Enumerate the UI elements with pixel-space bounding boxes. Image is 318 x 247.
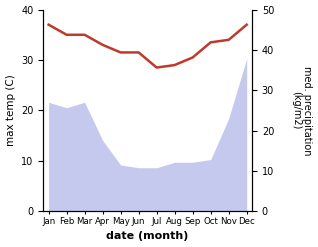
Y-axis label: med. precipitation
(kg/m2): med. precipitation (kg/m2) (291, 66, 313, 155)
X-axis label: date (month): date (month) (107, 231, 189, 242)
Y-axis label: max temp (C): max temp (C) (5, 75, 16, 146)
